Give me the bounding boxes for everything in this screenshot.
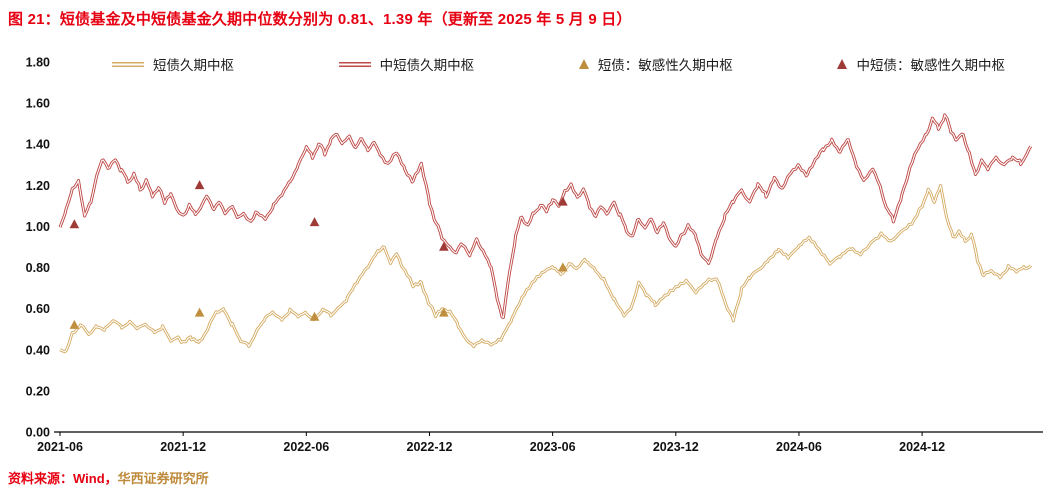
series-line-core-0 (59, 184, 1032, 353)
legend-item-2: 短债：敏感性久期中枢 (578, 54, 733, 74)
x-tick-label: 2024-12 (899, 440, 945, 454)
sensitivity-marker-1 (558, 196, 568, 206)
y-tick-label: 1.60 (26, 97, 50, 111)
legend-item-0: 短债久期中枢 (112, 54, 234, 74)
x-tick-label: 2023-12 (653, 440, 699, 454)
y-tick-label: 1.20 (26, 179, 50, 193)
sensitivity-marker-0 (69, 319, 80, 329)
y-tick-label: 1.80 (26, 56, 50, 70)
source-prefix: 资料来源：Wind， (8, 471, 118, 486)
sensitivity-marker-0 (558, 262, 568, 272)
legend-item-3: 中短债：敏感性久期中枢 (837, 54, 1005, 74)
sensitivity-marker-1 (439, 241, 449, 251)
legend-label: 短债久期中枢 (153, 58, 234, 73)
source-org: 华西证券研究所 (117, 471, 209, 486)
legend-label: 中短债：敏感性久期中枢 (856, 58, 1005, 73)
y-tick-label: 0.80 (26, 261, 50, 275)
x-tick-label: 2022-12 (407, 440, 453, 454)
figure-title: 图 21：短债基金及中短债基金久期中位数分别为 0.81、1.39 年（更新至 … (8, 11, 632, 28)
x-tick-label: 2022-06 (283, 440, 329, 454)
x-tick-label: 2021-06 (37, 440, 83, 454)
source-note: 资料来源：Wind，华西证券研究所 (8, 468, 209, 487)
duration-line-chart: 0.00 0.20 0.40 0.60 0.80 1.00 1.20 1.40 1.60 1.80… (26, 56, 1043, 454)
x-tick-label: 2024-06 (776, 440, 822, 454)
legend-line-swatch (112, 61, 144, 67)
sensitivity-marker-1 (309, 217, 320, 227)
y-tick-label: 0.60 (26, 302, 50, 316)
sensitivity-marker-1 (194, 180, 205, 190)
y-tick-label: 1.00 (26, 220, 50, 234)
legend-line-swatch (338, 61, 371, 67)
legend-label: 中短债久期中枢 (379, 58, 475, 73)
legend-item-1: 中短债久期中枢 (338, 54, 475, 74)
y-tick-label: 1.40 (26, 138, 50, 152)
x-tick-label: 2023-06 (530, 440, 576, 454)
y-tick-label: 0.00 (26, 426, 50, 440)
series-line-core-1 (59, 114, 1032, 318)
y-tick-label: 0.20 (26, 384, 50, 398)
legend-label: 短债：敏感性久期中枢 (597, 58, 733, 73)
legend-triangle-swatch (578, 59, 589, 69)
sensitivity-marker-1 (69, 219, 80, 229)
sensitivity-marker-0 (309, 311, 320, 321)
x-tick-label: 2021-12 (160, 440, 206, 454)
legend-triangle-swatch (837, 59, 848, 69)
sensitivity-marker-0 (194, 307, 205, 317)
series-line-1 (58, 113, 1033, 319)
y-tick-label: 0.40 (26, 343, 50, 357)
chart-legend: 短债久期中枢 中短债久期中枢 短债：敏感性久期中枢 中短债：敏感性久期中枢 (112, 54, 1005, 74)
sensitivity-marker-0 (439, 307, 449, 317)
